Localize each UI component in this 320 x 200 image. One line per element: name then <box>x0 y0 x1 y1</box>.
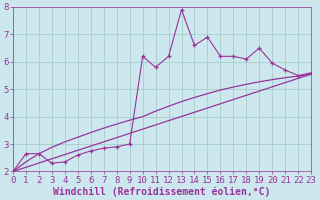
X-axis label: Windchill (Refroidissement éolien,°C): Windchill (Refroidissement éolien,°C) <box>53 186 271 197</box>
